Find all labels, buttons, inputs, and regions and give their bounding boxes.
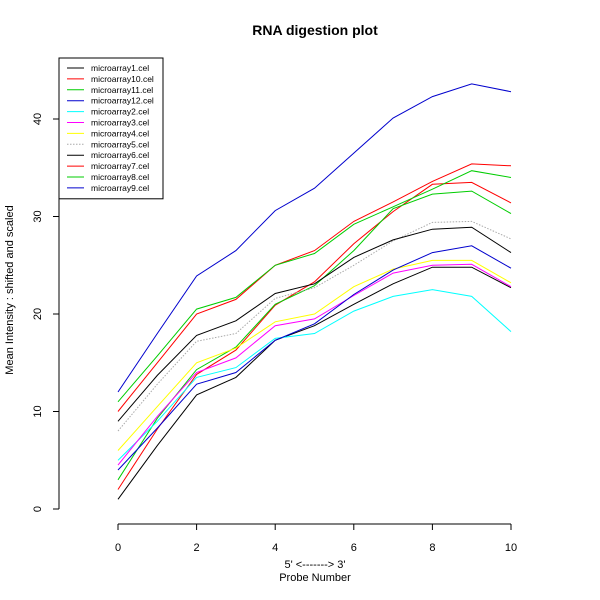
series-line — [117, 289, 512, 461]
legend-entry: microarray2.cel — [91, 107, 149, 117]
y-axis-label: Mean Intensity : shifted and scaled — [4, 205, 16, 374]
legend-entry: microarray7.cel — [91, 161, 149, 171]
legend-entry: microarray12.cel — [91, 96, 154, 106]
legend: microarray1.celmicroarray10.celmicroarra… — [58, 57, 164, 200]
series-line — [117, 259, 512, 451]
x-axis-label: Probe Number — [279, 572, 351, 584]
series-line — [117, 163, 512, 412]
y-tick-label: 40 — [32, 113, 44, 125]
legend-entry: microarray10.cel — [91, 74, 154, 84]
y-tick-label: 10 — [32, 405, 44, 417]
x-tick-label: 2 — [194, 542, 200, 554]
legend-entry: microarray3.cel — [91, 118, 149, 128]
series-line — [117, 266, 512, 500]
y-tick-label: 30 — [32, 210, 44, 222]
legend-entry: microarray4.cel — [91, 128, 149, 138]
x-tick-label: 10 — [505, 542, 517, 554]
x-tick-label: 8 — [429, 542, 435, 554]
series-line — [117, 170, 512, 403]
legend-entry: microarray9.cel — [91, 183, 149, 193]
series-line — [117, 245, 512, 471]
series-line — [117, 190, 512, 481]
legend-entry: microarray11.cel — [91, 85, 153, 95]
legend-entry: microarray6.cel — [91, 150, 149, 160]
chart-title: RNA digestion plot — [252, 22, 378, 38]
legend-box — [58, 57, 164, 200]
series-line — [117, 220, 512, 432]
x-tick-label: 6 — [351, 542, 357, 554]
series-line — [117, 83, 512, 393]
y-tick-label: 0 — [32, 506, 44, 512]
series-line — [117, 263, 512, 466]
y-tick-label: 20 — [32, 308, 44, 320]
legend-entry: microarray8.cel — [91, 172, 149, 182]
x-tick-label: 0 — [115, 542, 121, 554]
legend-entry: microarray1.cel — [91, 63, 149, 73]
x-tick-label: 4 — [272, 542, 278, 554]
series-layer — [117, 83, 512, 500]
series-line — [117, 226, 512, 422]
x-axis-arrow-label: 5' <-------> 3' — [284, 559, 345, 571]
legend-entry: microarray5.cel — [91, 139, 149, 149]
